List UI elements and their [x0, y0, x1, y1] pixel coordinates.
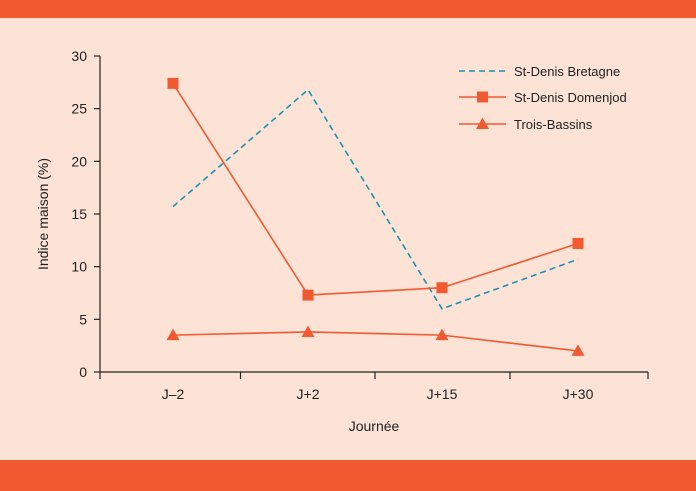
x-tick-label: J+15: [427, 386, 458, 402]
data-point: [571, 344, 585, 356]
series-2: [167, 77, 584, 301]
legend: St-Denis Bretagne St-Denis Domenjod Trois-…: [459, 64, 627, 132]
top-band: [0, 0, 696, 18]
y-tick-label: 5: [79, 311, 87, 327]
data-point: [572, 237, 584, 249]
y-tick-label: 10: [71, 259, 87, 275]
data-point: [436, 282, 448, 294]
x-tick-label: J–2: [162, 386, 185, 402]
series-line: [172, 331, 579, 352]
legend-label: St-Denis Domenjod: [514, 90, 627, 105]
series-group: [166, 77, 585, 356]
y-tick-label: 15: [71, 206, 87, 222]
series-3: [166, 325, 585, 356]
legend-label: St-Denis Bretagne: [514, 64, 620, 79]
x-tick-label: J+30: [563, 386, 594, 402]
x-tick-label: J+2: [297, 386, 320, 402]
legend-marker: [476, 117, 489, 129]
y-ticks: 0 5 10 15 20 25 30: [71, 48, 100, 380]
y-tick-label: 20: [71, 153, 87, 169]
legend-marker: [477, 91, 488, 103]
data-point: [167, 77, 179, 89]
y-tick-label: 25: [71, 101, 87, 117]
bottom-band: [0, 460, 696, 491]
y-tick-label: 30: [71, 48, 87, 64]
data-point: [302, 289, 314, 301]
line-chart: 0 5 10 15 20 25 30 J–2 J+2 J+15 J+30 St-Denis Bre…: [35, 48, 649, 434]
legend-item: St-Denis Domenjod: [459, 90, 627, 105]
x-ticks: J–2 J+2 J+15 J+30: [99, 372, 649, 402]
x-axis-title: Journée: [349, 418, 400, 434]
y-tick-label: 0: [79, 364, 87, 380]
data-point: [166, 328, 180, 341]
legend-item: St-Denis Bretagne: [459, 64, 620, 79]
legend-label: Trois-Bassins: [514, 117, 593, 132]
data-point: [301, 325, 315, 337]
series-line: [172, 82, 579, 296]
data-point: [435, 328, 449, 341]
y-axis-title: Indice maison (%): [35, 158, 51, 270]
legend-item: Trois-Bassins: [459, 117, 593, 132]
